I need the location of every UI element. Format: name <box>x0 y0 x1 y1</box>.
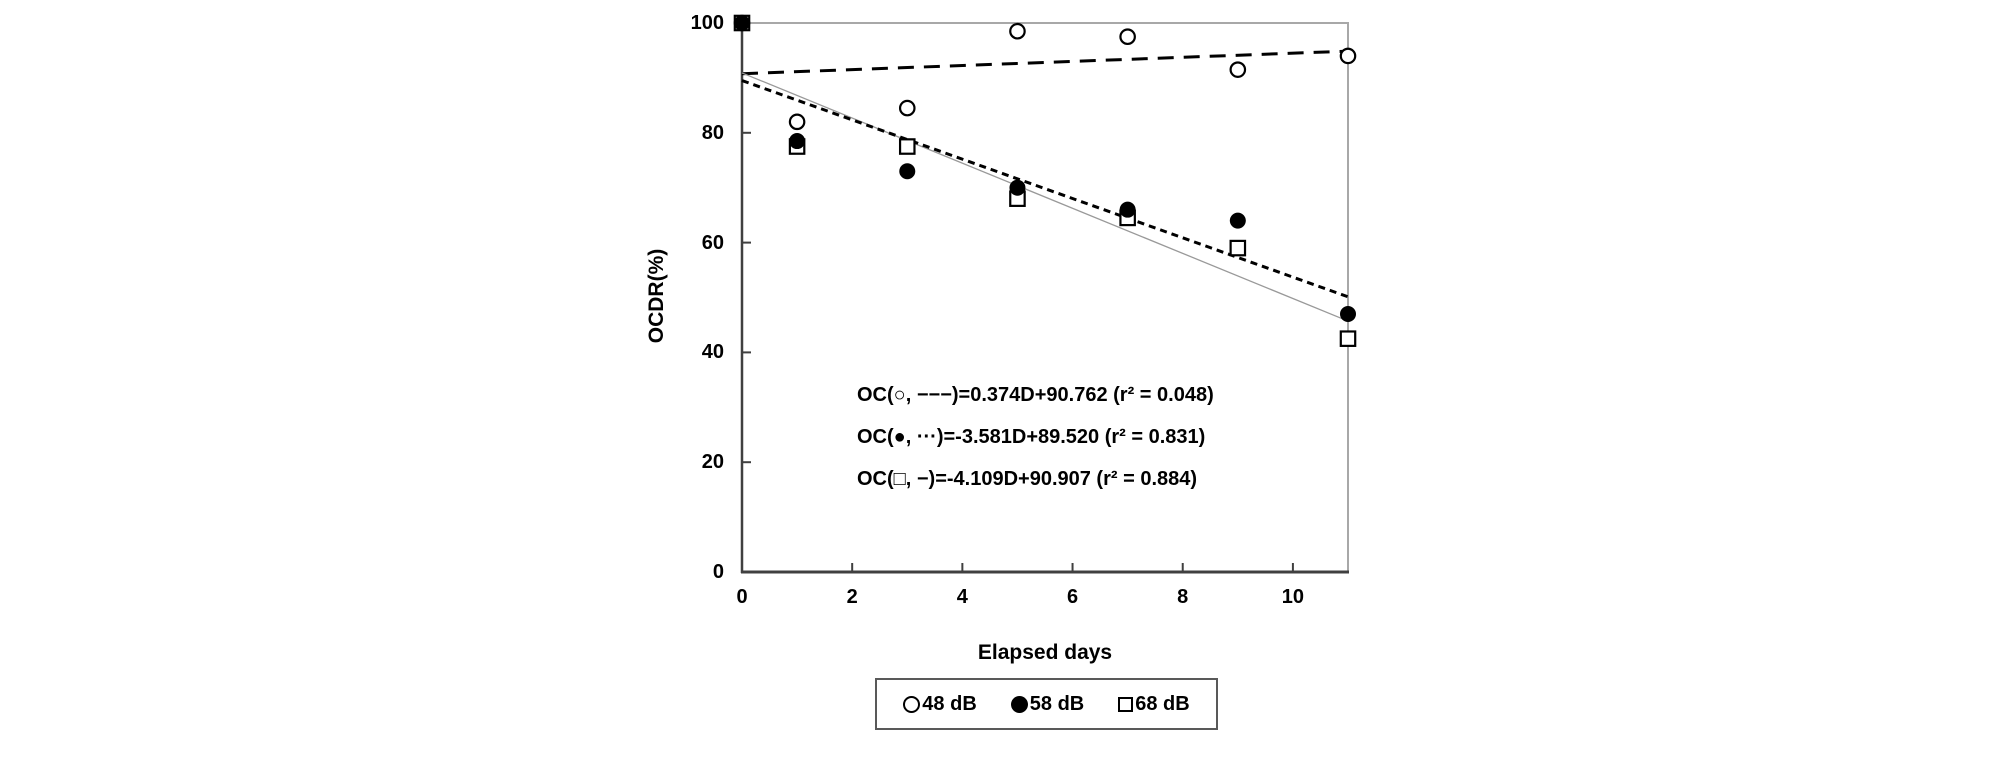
x-tick-label: 0 <box>736 586 748 608</box>
y-axis-title: OCDR(%) <box>645 248 668 344</box>
marker-68db-open-square <box>1339 330 1357 347</box>
filled-circle-icon <box>1010 695 1028 713</box>
fit-line-68db <box>741 72 1349 322</box>
x-tick-label: 2 <box>846 586 858 608</box>
x-tick-label: 6 <box>1066 586 1079 608</box>
legend-box: 48 dB 58 dB 68 dB <box>875 678 1218 730</box>
equation-48db: OC(○, −−−)=0.374D+90.762 (r² = 0.048) <box>857 384 1214 406</box>
y-tick-label: 80 <box>701 121 724 144</box>
marker-58db-filled-circle <box>734 15 750 31</box>
legend-label-48db: 48 dB <box>922 692 977 715</box>
marker-68db-open-square <box>898 138 916 155</box>
fit-line-48db <box>741 49 1349 76</box>
x-tick-label: 8 <box>1177 586 1189 608</box>
marker-58db-filled-circle <box>789 133 806 150</box>
x-tick-label: 4 <box>956 586 968 608</box>
open-circle-icon <box>903 695 921 713</box>
y-tick-label: 20 <box>701 451 724 474</box>
marker-68db-open-square <box>1229 239 1247 257</box>
marker-58db-filled-circle <box>1119 201 1136 218</box>
legend-label-58db: 58 dB <box>1029 692 1085 715</box>
marker-58db-filled-circle <box>1009 179 1026 196</box>
equation-58db: OC(●, ···)=-3.581D+89.520 (r² = 0.831) <box>857 426 1206 448</box>
y-tick-label: 60 <box>701 231 724 254</box>
marker-58db-filled-circle <box>899 163 916 180</box>
legend-item-48db: 48 dB <box>903 692 977 716</box>
equation-68db: OC(□, −)=-4.109D+90.907 (r² = 0.884) <box>857 468 1198 490</box>
regression-equations: OC(○, −−−)=0.374D+90.762 (r² = 0.048) OC… <box>857 381 1214 507</box>
marker-48db-open-circle <box>1119 28 1136 46</box>
marker-48db-open-circle <box>1339 47 1357 65</box>
y-tick-label: 0 <box>712 561 724 583</box>
x-axis-title: Elapsed days <box>977 641 1113 664</box>
marker-58db-filled-circle <box>1229 212 1246 229</box>
marker-58db-filled-circle <box>1340 305 1356 322</box>
marker-48db-open-circle <box>788 113 806 131</box>
legend-item-68db: 68 dB <box>1118 692 1190 716</box>
x-tick-label: 10 <box>1281 586 1305 608</box>
y-tick-label: 40 <box>701 341 724 364</box>
y-tick-label: 100 <box>690 12 724 34</box>
fit-line-58db <box>741 79 1349 299</box>
marker-48db-open-circle <box>1229 61 1247 78</box>
legend-label-68db: 68 dB <box>1135 692 1190 715</box>
legend-item-58db: 58 dB <box>1010 692 1085 716</box>
marker-48db-open-circle <box>898 99 916 117</box>
open-square-icon <box>1118 696 1134 712</box>
marker-48db-open-circle <box>1009 22 1026 40</box>
